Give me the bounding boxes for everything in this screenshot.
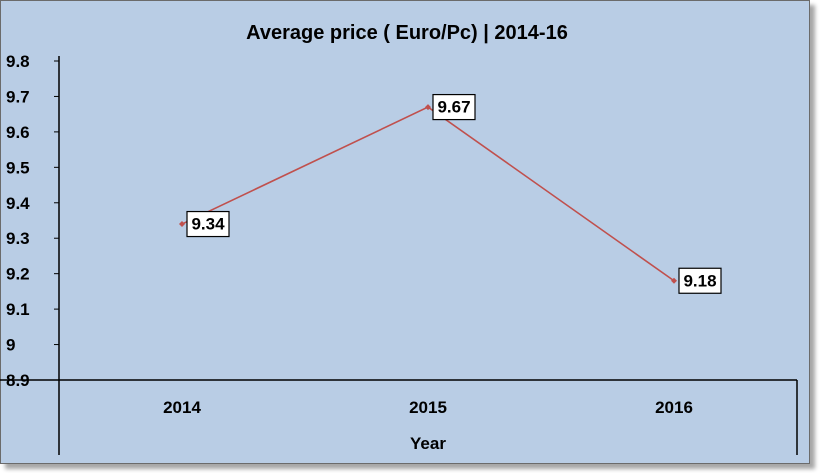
x-axis-title: Year [410, 434, 446, 453]
series: 9.34 9.67 9.18 [179, 93, 722, 294]
y-tick-label: 9 [6, 336, 15, 355]
y-tick-label: 9.7 [6, 87, 30, 106]
data-label-box [432, 93, 476, 121]
data-point [425, 104, 431, 111]
x-tick-label: 2016 [655, 398, 693, 417]
y-tick-label: 9.6 [6, 123, 30, 142]
data-label-box [678, 267, 722, 294]
y-tick-label: 9.8 [6, 52, 30, 71]
x-tick-label: 2014 [163, 398, 201, 417]
series-line [181, 106, 675, 282]
y-axis: 9.89.79.69.59.49.39.29.198.9 [6, 52, 60, 455]
data-label: 9.34 [191, 215, 225, 234]
x-tick-label: 2015 [409, 398, 447, 417]
y-tick-label: 9.2 [6, 265, 30, 284]
chart-area [0, 0, 810, 464]
data-label-box [186, 210, 230, 238]
y-tick-label: 9.5 [6, 158, 30, 177]
data-label: 9.18 [683, 271, 716, 290]
data-label: 9.67 [437, 98, 470, 117]
y-tick-label: 9.3 [6, 229, 30, 248]
data-point [179, 221, 185, 228]
x-axis: 2014 2015 2016 [0, 379, 798, 455]
data-point [671, 277, 677, 284]
chart-title: Average price ( Euro/Pc) | 2014-16 [246, 22, 568, 44]
y-tick-label: 9.4 [6, 194, 30, 213]
y-tick-label: 9.1 [6, 300, 30, 319]
